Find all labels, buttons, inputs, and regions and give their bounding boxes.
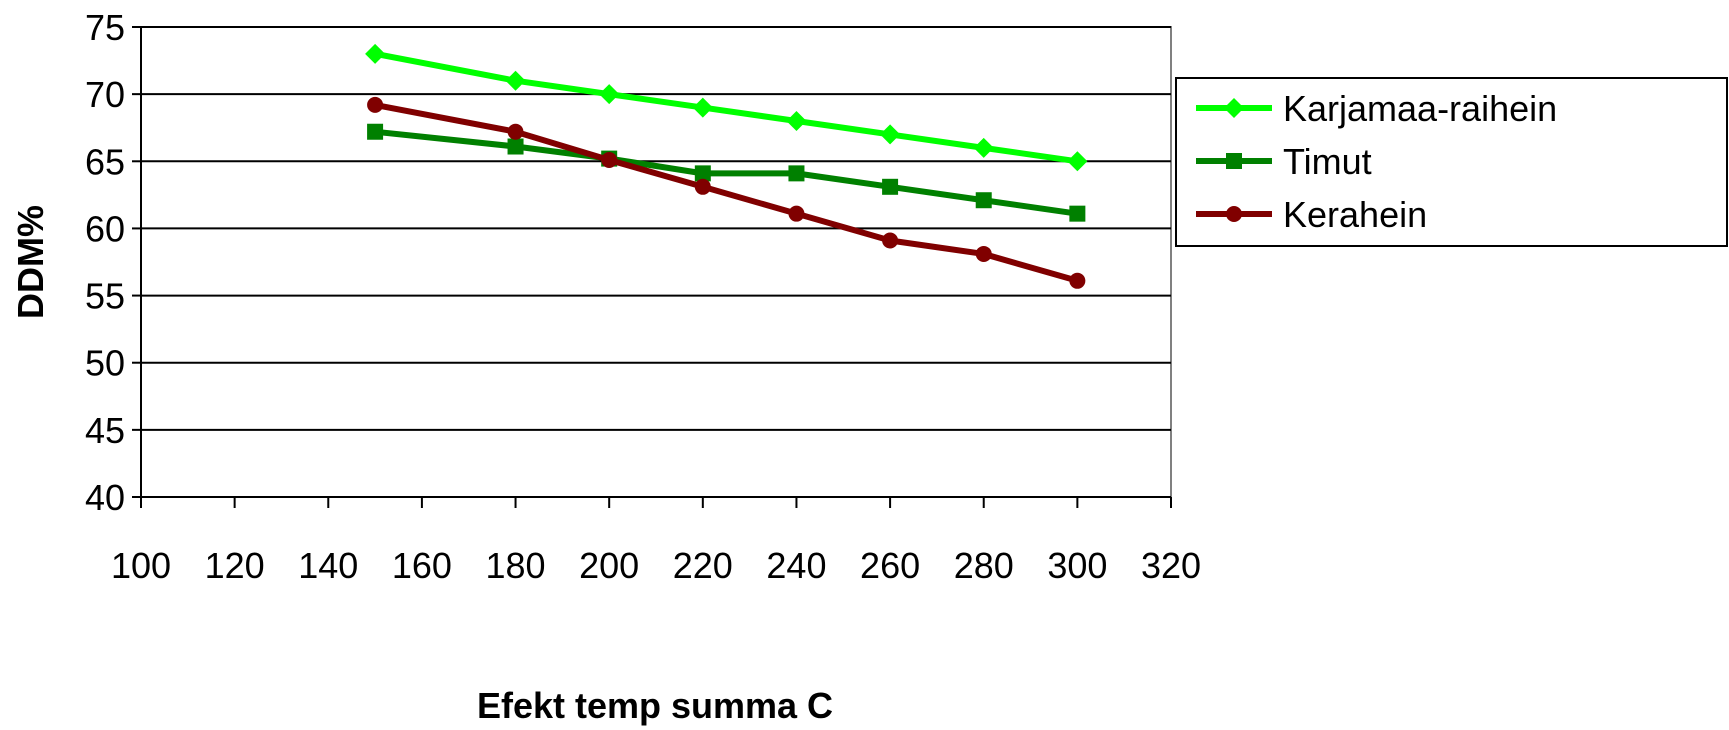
x-tick-label: 180 (486, 545, 546, 586)
x-tick-label: 200 (579, 545, 639, 586)
data-point (507, 138, 524, 155)
y-tick-label: 55 (85, 276, 125, 317)
data-point (601, 151, 618, 168)
data-point (973, 137, 994, 158)
x-tick-label: 240 (766, 545, 826, 586)
data-point (367, 123, 384, 140)
series-line (374, 50, 1078, 165)
data-point (365, 43, 386, 64)
x-tick-label: 260 (860, 545, 920, 586)
x-tick-label: 280 (954, 545, 1014, 586)
y-tick-label: 45 (85, 410, 125, 451)
series-kerahein (367, 96, 1086, 289)
legend-item: Timut (1196, 141, 1372, 182)
y-tick-label: 70 (85, 74, 125, 115)
data-point (788, 165, 805, 182)
legend: Karjamaa-raihein Timut Kerahein (1175, 77, 1728, 247)
data-point (786, 111, 807, 131)
data-point (692, 97, 713, 118)
data-point (599, 84, 620, 105)
x-tick-label: 120 (205, 545, 265, 586)
data-point (694, 165, 711, 182)
data-point (882, 232, 899, 249)
legend-swatch-marker (1226, 206, 1242, 222)
series-line (374, 128, 1078, 217)
legend-label: Timut (1283, 141, 1372, 182)
data-point (1067, 151, 1088, 172)
x-tick-label: 160 (392, 545, 452, 586)
legend-item: Karjamaa-raihein (1196, 88, 1557, 129)
plot-area (140, 26, 1172, 498)
y-tick-label: 50 (85, 343, 125, 384)
legend-label: Karjamaa-raihein (1283, 88, 1557, 129)
y-tick-label: 75 (85, 7, 125, 48)
data-point (1069, 205, 1086, 222)
data-point (507, 123, 524, 140)
y-tick-label: 40 (85, 477, 125, 518)
x-axis-ticks: 100 120 140 160 180 200 220 240 260 280 300 320 (111, 497, 1201, 586)
x-tick-label: 100 (111, 545, 171, 586)
legend-swatch-marker (1224, 98, 1244, 118)
data-point (882, 178, 899, 195)
y-tick-label: 65 (85, 141, 125, 182)
series-line (374, 101, 1079, 284)
legend-item: Kerahein (1196, 194, 1427, 235)
data-point (1069, 272, 1086, 289)
data-point (788, 205, 805, 222)
data-point (367, 96, 384, 113)
x-tick-label: 140 (298, 545, 358, 586)
x-tick-label: 320 (1141, 545, 1201, 586)
y-axis-title: DDM% (10, 205, 51, 319)
series-layer (365, 43, 1088, 289)
y-axis-ticks: 40 45 50 55 60 65 70 75 (85, 7, 141, 518)
data-point (975, 245, 992, 262)
x-tick-label: 220 (673, 545, 733, 586)
x-axis-title: Efekt temp summa C (477, 685, 833, 726)
legend-swatch-marker (1226, 153, 1242, 169)
legend-label: Kerahein (1283, 194, 1427, 235)
x-tick-label: 300 (1047, 545, 1107, 586)
data-point (975, 192, 992, 209)
data-point (505, 70, 526, 91)
y-tick-label: 60 (85, 208, 125, 249)
data-point (694, 178, 711, 195)
series-timut (367, 123, 1086, 222)
data-point (880, 124, 901, 145)
series-karjamaa-raihein (365, 43, 1088, 172)
